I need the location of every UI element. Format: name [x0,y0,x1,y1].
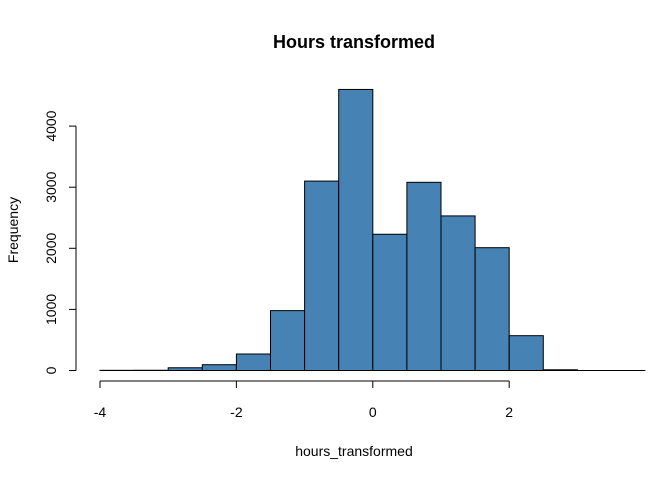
x-tick-label: -2 [230,404,243,420]
histogram-bar [270,310,306,372]
histogram-bar [235,353,271,371]
x-tick-label: 0 [369,404,377,420]
y-tick-label: 3000 [43,171,59,202]
histogram-bar [201,364,237,371]
y-tick-label: 4000 [43,110,59,141]
x-tick-label: 2 [505,404,513,420]
histogram-bar [304,180,340,371]
y-tick-label: 1000 [43,294,59,325]
histogram-bar [372,233,408,371]
chart-title: Hours transformed [273,32,435,52]
histogram-bar [508,335,544,372]
y-tick-label: 2000 [43,233,59,264]
histogram-bar [338,88,374,371]
y-tick-label: 0 [43,366,59,374]
x-axis: -4 -2 0 2 [94,380,513,420]
y-axis: 0 1000 2000 3000 4000 [43,110,77,374]
y-axis-label: Frequency [5,197,21,263]
bars-group [99,88,646,372]
x-tick-label: -4 [94,404,107,420]
x-axis-label: hours_transformed [295,443,413,459]
histogram-bar [474,247,510,371]
histogram-bar [440,215,476,371]
histogram-bar [406,181,442,371]
